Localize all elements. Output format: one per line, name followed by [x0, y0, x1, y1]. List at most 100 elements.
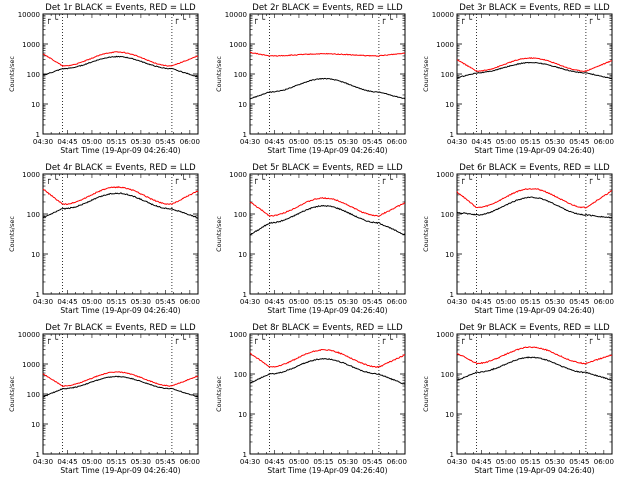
- y-axis-label: Counts/sec: [8, 216, 16, 252]
- x-tick-label: 05:30: [131, 298, 151, 306]
- x-tick-label: 05:45: [362, 298, 382, 306]
- x-tick-label: 05:45: [155, 298, 175, 306]
- x-tick-label: 05:15: [106, 458, 126, 466]
- panel-title: Det 9r BLACK = Events, RED = LLD: [459, 323, 610, 333]
- y-tick-label: 10: [445, 411, 454, 419]
- series-line-lld: [456, 57, 613, 72]
- y-tick-label: 1000: [22, 171, 40, 179]
- y-tick-label: 10: [445, 101, 454, 109]
- panel-title: Det 4r BLACK = Events, RED = LLD: [45, 163, 196, 173]
- series-line-events: [456, 61, 613, 79]
- panel-title: Det 2r BLACK = Events, RED = LLD: [252, 3, 403, 13]
- x-tick-label: 05:00: [82, 298, 102, 306]
- x-tick-label: 05:15: [313, 138, 333, 146]
- detector-panel-9: Det 9r BLACK = Events, RED = LLD 1 10 100 10…: [422, 323, 614, 475]
- y-tick-label: 100: [234, 71, 247, 79]
- plot-frame: [42, 173, 199, 295]
- x-tick-label: 06:00: [387, 458, 407, 466]
- x-tick-label: 04:45: [471, 298, 491, 306]
- x-tick-label: 04:45: [57, 138, 77, 146]
- x-tick-label: 04:45: [471, 138, 491, 146]
- panel-title: Det 7r BLACK = Events, RED = LLD: [45, 323, 196, 333]
- y-tick-label: 100: [441, 211, 454, 219]
- y-tick-label: 10000: [18, 11, 40, 19]
- x-tick-label: 06:00: [594, 138, 614, 146]
- detector-panel-3: Det 3r BLACK = Events, RED = LLD 1 10 100 10…: [422, 3, 614, 155]
- corner-mark: ┌ └: [46, 14, 58, 25]
- y-tick-label: 1000: [436, 331, 454, 339]
- y-tick-label: 10000: [18, 331, 40, 339]
- x-tick-label: 05:00: [289, 298, 309, 306]
- series-line-events: [42, 55, 199, 78]
- corner-mark: ┌ └: [460, 334, 472, 345]
- x-tick-label: 06:00: [180, 138, 200, 146]
- x-tick-label: 04:45: [471, 458, 491, 466]
- x-tick-label: 04:30: [33, 138, 53, 146]
- series-line-lld: [42, 371, 199, 387]
- x-tick-label: 05:45: [569, 298, 589, 306]
- x-axis-label: Start Time (19-Apr-09 04:26:40): [474, 306, 594, 315]
- x-tick-label: 05:00: [289, 458, 309, 466]
- corner-mark: ┌ └: [460, 14, 472, 25]
- x-tick-label: 05:30: [545, 458, 565, 466]
- y-tick-label: 1: [243, 291, 247, 299]
- y-axis-label: Counts/sec: [215, 376, 223, 412]
- y-axis-label: Counts/sec: [422, 216, 430, 252]
- corner-mark: ┌ └: [588, 334, 600, 345]
- corner-mark: ┌ └: [381, 334, 393, 345]
- y-tick-label: 10: [31, 251, 40, 259]
- x-axis-label: Start Time (19-Apr-09 04:26:40): [267, 146, 387, 155]
- y-axis-label: Counts/sec: [422, 56, 430, 92]
- y-tick-label: 100: [27, 211, 40, 219]
- corner-mark: ┌ └: [381, 174, 393, 185]
- x-tick-label: 04:30: [240, 458, 260, 466]
- x-tick-label: 05:45: [362, 138, 382, 146]
- x-axis-label: Start Time (19-Apr-09 04:26:40): [267, 306, 387, 315]
- corner-mark: ┌ └: [174, 174, 186, 185]
- x-tick-label: 05:15: [520, 458, 540, 466]
- x-tick-label: 04:45: [264, 138, 284, 146]
- x-tick-label: 04:45: [264, 298, 284, 306]
- x-tick-label: 05:30: [545, 298, 565, 306]
- x-axis-label: Start Time (19-Apr-09 04:26:40): [267, 466, 387, 475]
- x-tick-label: 04:30: [447, 138, 467, 146]
- corner-mark: ┌ └: [253, 174, 265, 185]
- series-line-events: [456, 356, 613, 381]
- y-tick-label: 1: [243, 131, 247, 139]
- corner-mark: ┌ └: [253, 14, 265, 25]
- x-tick-label: 06:00: [180, 458, 200, 466]
- series-line-events: [249, 204, 406, 236]
- y-tick-label: 10: [445, 251, 454, 259]
- x-tick-label: 04:45: [57, 458, 77, 466]
- panel-title: Det 1r BLACK = Events, RED = LLD: [45, 3, 196, 13]
- y-tick-label: 10: [238, 411, 247, 419]
- series-line-events: [249, 77, 406, 100]
- y-tick-label: 1: [450, 291, 454, 299]
- y-tick-label: 1000: [229, 41, 247, 49]
- y-tick-label: 1: [36, 131, 40, 139]
- series-line-events: [456, 196, 613, 219]
- detector-panel-8: Det 8r BLACK = Events, RED = LLD 1 10 100 10…: [215, 323, 407, 475]
- x-tick-label: 05:00: [496, 298, 516, 306]
- y-tick-label: 100: [441, 371, 454, 379]
- plot-frame: [456, 173, 613, 295]
- x-tick-label: 04:30: [33, 298, 53, 306]
- x-tick-label: 05:00: [82, 458, 102, 466]
- y-tick-label: 1: [450, 131, 454, 139]
- x-tick-label: 04:45: [57, 298, 77, 306]
- x-tick-label: 05:15: [313, 298, 333, 306]
- plot-frame: [42, 333, 199, 455]
- x-tick-label: 05:00: [289, 138, 309, 146]
- detector-panel-2: Det 2r BLACK = Events, RED = LLD 1 10 100 10…: [215, 3, 407, 155]
- y-axis-label: Counts/sec: [215, 56, 223, 92]
- y-tick-label: 10000: [432, 11, 454, 19]
- x-tick-label: 04:45: [264, 458, 284, 466]
- panel-title: Det 6r BLACK = Events, RED = LLD: [459, 163, 610, 173]
- x-axis-label: Start Time (19-Apr-09 04:26:40): [474, 146, 594, 155]
- y-tick-label: 1000: [229, 331, 247, 339]
- detector-panel-5: Det 5r BLACK = Events, RED = LLD 1 10 100 10…: [215, 163, 407, 315]
- x-tick-label: 04:30: [447, 298, 467, 306]
- corner-mark: ┌ └: [460, 174, 472, 185]
- y-tick-label: 100: [441, 71, 454, 79]
